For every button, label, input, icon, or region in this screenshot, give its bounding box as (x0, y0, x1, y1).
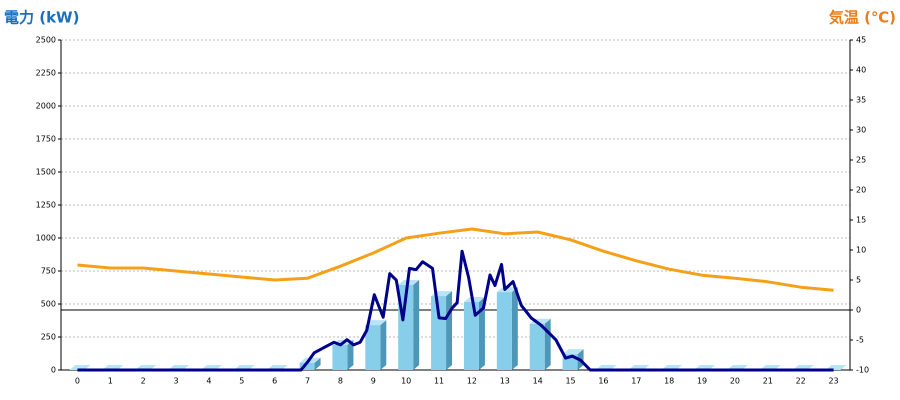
x-tick-label: 3 (174, 377, 179, 386)
y2-tick-label: 30 (856, 126, 866, 135)
bar-side (511, 287, 518, 370)
y-tick-label: 1000 (36, 234, 56, 243)
y-tick-label: 250 (41, 333, 56, 342)
y-tick-label: 2000 (36, 102, 56, 111)
y2-tick-label: 10 (856, 246, 866, 255)
y-tick-label: 750 (41, 267, 56, 276)
bar-side (478, 297, 485, 370)
x-tick-label: 4 (206, 377, 211, 386)
bar-side (314, 357, 321, 370)
x-tick-label: 8 (338, 377, 343, 386)
x-tick-label: 17 (631, 377, 641, 386)
bar-group (398, 279, 420, 370)
bar-side (544, 318, 551, 370)
y2-tick-label: -10 (856, 366, 869, 375)
x-tick-label: 15 (565, 377, 575, 386)
x-tick-label: 23 (828, 377, 838, 386)
x-tick-label: 18 (664, 377, 674, 386)
x-tick-label: 5 (239, 377, 244, 386)
y-tick-label: 2250 (36, 69, 56, 78)
bar (431, 296, 447, 370)
x-tick-label: 16 (598, 377, 608, 386)
y2-axis-title: 気温 (℃) (829, 9, 896, 27)
x-tick-label: 2 (141, 377, 146, 386)
x-tick-label: 14 (533, 377, 543, 386)
y-tick-label: 1750 (36, 135, 56, 144)
y-tick-label: 0 (51, 366, 56, 375)
temperature-line (77, 227, 834, 292)
bar (529, 323, 545, 370)
y-tick-label: 500 (41, 300, 56, 309)
bar-group (496, 287, 518, 370)
power-line (77, 249, 834, 372)
bar-side (446, 291, 453, 370)
bar-group (431, 291, 453, 370)
y2-tick-label: 40 (856, 66, 866, 75)
bar-top (496, 287, 518, 293)
y-tick-label: 1250 (36, 201, 56, 210)
x-tick-label: 0 (75, 377, 80, 386)
y-tick-label: 2500 (36, 36, 56, 45)
bar-top (562, 349, 584, 355)
y2-tick-label: 5 (856, 276, 861, 285)
x-tick-label: 9 (371, 377, 376, 386)
x-tick-label: 10 (401, 377, 411, 386)
x-tick-label: 22 (796, 377, 806, 386)
x-tick-label: 6 (272, 377, 277, 386)
bar (463, 302, 479, 370)
bar (299, 362, 315, 370)
bar-side (347, 339, 354, 370)
x-tick-label: 13 (500, 377, 510, 386)
x-tick-label: 12 (467, 377, 477, 386)
x-tick-label: 21 (763, 377, 773, 386)
y2-tick-label: 25 (856, 156, 866, 165)
y2-tick-label: -5 (856, 336, 864, 345)
bar-group (529, 318, 551, 370)
x-tick-label: 1 (108, 377, 113, 386)
y2-tick-label: 0 (856, 306, 861, 315)
bar-side (380, 320, 387, 370)
y-axis-title: 電力 (kW) (4, 9, 79, 27)
y-tick-label: 1500 (36, 168, 56, 177)
y2-tick-label: 35 (856, 96, 866, 105)
y2-tick-label: 15 (856, 216, 866, 225)
x-tick-label: 19 (697, 377, 707, 386)
bar-top (463, 297, 485, 303)
bar-side (413, 279, 420, 370)
bar-group (365, 320, 387, 370)
y2-tick-label: 45 (856, 36, 866, 45)
x-tick-label: 11 (434, 377, 444, 386)
bar-group (463, 297, 485, 370)
y2-tick-label: 20 (856, 186, 866, 195)
bar (496, 292, 512, 370)
bar (365, 325, 381, 370)
x-tick-label: 20 (730, 377, 740, 386)
bar (332, 344, 348, 370)
bar-top (365, 320, 387, 326)
x-tick-label: 7 (305, 377, 310, 386)
